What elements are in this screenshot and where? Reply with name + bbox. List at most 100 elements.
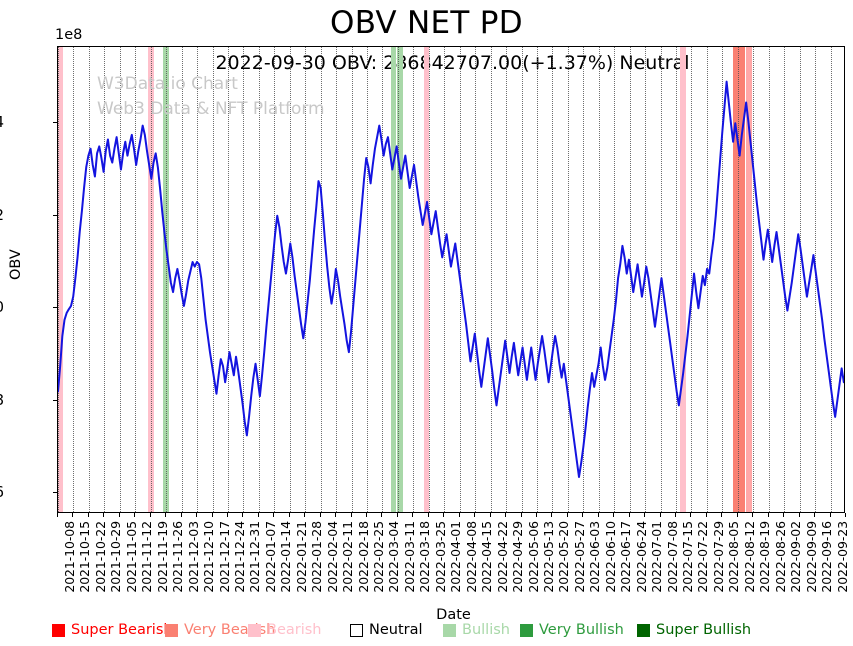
x-tick-mark: [505, 513, 507, 517]
legend-item[interactable]: Super Bearish: [52, 620, 173, 640]
gridline-vertical: [552, 47, 554, 512]
gridline-vertical: [197, 47, 199, 512]
x-tick-label: 2022-04-08: [463, 521, 479, 593]
legend-swatch-icon: [52, 623, 65, 637]
x-tick-mark: [288, 513, 290, 517]
x-tick-label: 2022-08-19: [757, 521, 773, 593]
x-tick-label: 2022-01-21: [293, 521, 309, 593]
x-tick-label: 2022-06-03: [587, 521, 603, 593]
x-tick-label: 2022-09-02: [788, 521, 804, 593]
x-tick-label: 2021-12-17: [216, 521, 232, 593]
legend-swatch-icon: [637, 623, 650, 637]
gridline-vertical: [444, 47, 446, 512]
gridline-vertical: [676, 47, 678, 512]
x-tick-mark: [535, 513, 537, 517]
legend-swatch-icon: [520, 623, 533, 637]
x-tick-mark: [458, 513, 460, 517]
x-tick-mark: [613, 513, 615, 517]
gridline-vertical: [799, 47, 801, 512]
x-tick-label: 2021-11-05: [123, 521, 139, 593]
x-tick-label: 2022-04-22: [494, 521, 510, 593]
legend-item[interactable]: Neutral: [350, 620, 423, 640]
x-tick-label: 2021-12-03: [185, 521, 201, 593]
x-tick-mark: [396, 513, 398, 517]
gridline-vertical: [830, 47, 832, 512]
legend-swatch-icon: [350, 623, 363, 637]
x-tick-label: 2021-10-08: [62, 521, 77, 593]
x-tick-label: 2022-05-13: [540, 521, 556, 593]
x-tick-mark: [412, 513, 414, 517]
gridline-vertical: [475, 47, 477, 512]
x-tick-mark: [705, 513, 707, 517]
gridline-vertical: [737, 47, 739, 512]
gridline-vertical: [135, 47, 137, 512]
gridline-vertical: [119, 47, 121, 512]
gridline-vertical: [784, 47, 786, 512]
state-band: [147, 47, 154, 512]
x-tick-mark: [226, 513, 228, 517]
gridline-vertical: [351, 47, 353, 512]
gridline-vertical: [367, 47, 369, 512]
x-tick-label: 2022-06-10: [602, 521, 618, 593]
x-tick-mark: [211, 513, 213, 517]
gridline-vertical: [243, 47, 245, 512]
gridline-vertical: [88, 47, 90, 512]
x-tick-mark: [257, 513, 259, 517]
legend-item[interactable]: Very Bullish: [520, 620, 624, 640]
x-tick-mark: [489, 513, 491, 517]
x-tick-label: 2021-10-29: [108, 521, 124, 593]
gridline-vertical: [212, 47, 214, 512]
x-tick-label: 2022-02-25: [371, 521, 387, 593]
gridline-vertical: [274, 47, 276, 512]
legend-item[interactable]: Super Bullish: [637, 620, 751, 640]
x-tick-mark: [520, 513, 522, 517]
y-tick-label: 3.4: [0, 113, 4, 131]
legend-item[interactable]: Bearish: [248, 620, 322, 640]
x-tick-mark: [57, 513, 58, 517]
x-tick-label: 2022-08-26: [772, 521, 788, 593]
x-tick-mark: [165, 513, 167, 517]
x-tick-label: 2022-02-11: [340, 521, 356, 593]
x-tick-label: 2022-03-04: [386, 521, 402, 593]
gridline-vertical: [320, 47, 322, 512]
x-tick-mark: [427, 513, 429, 517]
gridline-vertical: [753, 47, 755, 512]
x-tick-label: 2022-03-11: [401, 521, 417, 593]
x-tick-mark: [103, 513, 105, 517]
x-tick-mark: [149, 513, 151, 517]
x-tick-mark: [736, 513, 738, 517]
x-tick-mark: [845, 513, 846, 517]
y-tick-mark: [53, 492, 57, 494]
gridline-vertical: [521, 47, 523, 512]
x-tick-mark: [628, 513, 630, 517]
gridline-vertical: [536, 47, 538, 512]
x-tick-label: 2022-08-12: [741, 521, 757, 593]
gridline-vertical: [428, 47, 430, 512]
gridline-vertical: [166, 47, 168, 512]
x-tick-mark: [566, 513, 568, 517]
x-tick-label: 2022-06-17: [618, 521, 634, 593]
y-tick-mark: [53, 399, 57, 401]
x-tick-label: 2022-01-14: [278, 521, 294, 593]
x-tick-label: 2022-06-24: [633, 521, 649, 593]
gridline-vertical: [629, 47, 631, 512]
gridline-vertical: [397, 47, 399, 512]
x-tick-label: 2021-11-26: [170, 521, 186, 593]
x-tick-mark: [72, 513, 74, 517]
x-tick-label: 2022-05-27: [571, 521, 587, 593]
x-tick-mark: [335, 513, 337, 517]
x-tick-mark: [273, 513, 275, 517]
x-tick-mark: [675, 513, 677, 517]
legend-label: Bullish: [462, 622, 510, 638]
gridline-vertical: [150, 47, 152, 512]
legend-item[interactable]: Bullish: [443, 620, 510, 640]
x-tick-label: 2022-04-15: [479, 521, 495, 593]
x-tick-label: 2022-01-28: [309, 521, 325, 593]
x-tick-label: 2022-03-18: [417, 521, 433, 593]
x-tick-mark: [597, 513, 599, 517]
state-band: [746, 47, 752, 512]
y-axis-offset-label: 1e8: [55, 27, 83, 43]
x-tick-mark: [829, 513, 831, 517]
x-tick-label: 2022-09-16: [819, 521, 835, 593]
